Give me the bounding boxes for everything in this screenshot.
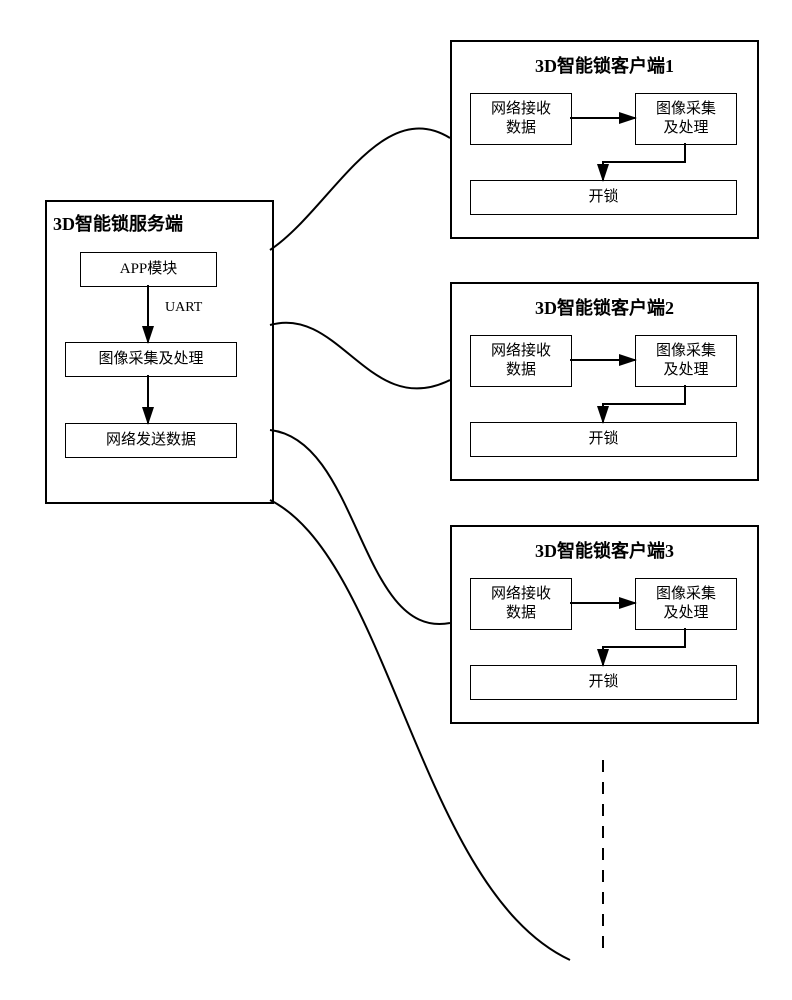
server-title: 3D智能锁服务端 — [47, 202, 272, 236]
client1-img-block: 图像采集 及处理 — [635, 93, 737, 145]
client2-recv-block: 网络接收 数据 — [470, 335, 572, 387]
uart-label: UART — [165, 300, 202, 316]
curve-to-client3 — [270, 430, 450, 624]
curve-to-client2 — [270, 323, 450, 389]
client1-recv-block: 网络接收 数据 — [470, 93, 572, 145]
server-send-block: 网络发送数据 — [65, 423, 237, 458]
diagram-canvas: 3D智能锁服务端 APP模块 图像采集及处理 网络发送数据 UART 3D智能锁… — [0, 0, 792, 1000]
client2-title: 3D智能锁客户端2 — [452, 284, 757, 320]
client3-img-block: 图像采集 及处理 — [635, 578, 737, 630]
client3-title: 3D智能锁客户端3 — [452, 527, 757, 563]
client3-unlock-block: 开锁 — [470, 665, 737, 700]
client3-recv-block: 网络接收 数据 — [470, 578, 572, 630]
curve-to-client1 — [270, 129, 450, 250]
client1-unlock-block: 开锁 — [470, 180, 737, 215]
client2-img-block: 图像采集 及处理 — [635, 335, 737, 387]
client1-title: 3D智能锁客户端1 — [452, 42, 757, 78]
server-img-block: 图像采集及处理 — [65, 342, 237, 377]
client2-unlock-block: 开锁 — [470, 422, 737, 457]
server-app-block: APP模块 — [80, 252, 217, 287]
